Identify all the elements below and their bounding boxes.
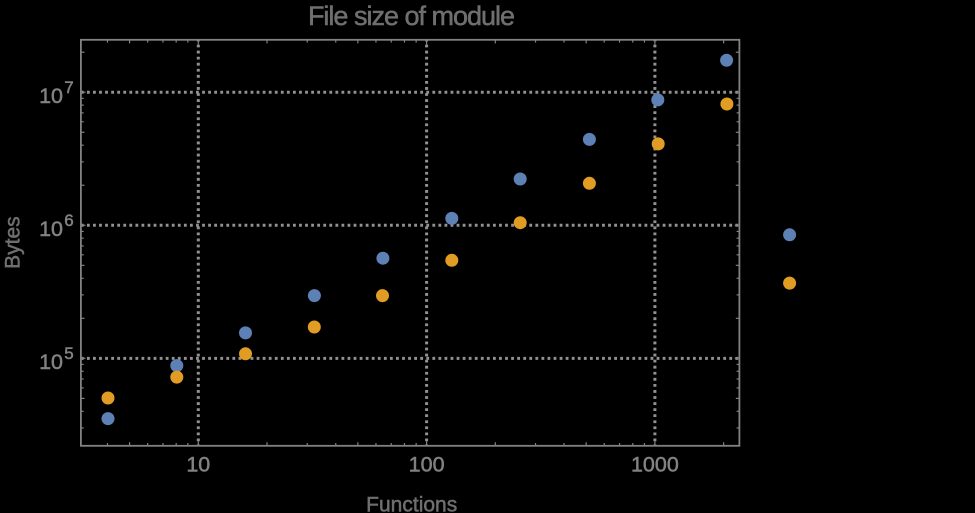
svg-text:Functions: Functions — [366, 493, 457, 513]
svg-text:1000: 1000 — [631, 452, 679, 476]
svg-text:5: 5 — [64, 344, 73, 363]
svg-text:100: 100 — [409, 452, 445, 476]
svg-text:10: 10 — [39, 217, 63, 241]
svg-text:File size of module: File size of module — [308, 1, 514, 31]
svg-text:6: 6 — [64, 211, 73, 230]
svg-text:Bytes: Bytes — [2, 216, 25, 269]
svg-text:10: 10 — [39, 350, 63, 374]
svg-text:10: 10 — [186, 452, 210, 476]
svg-text:7: 7 — [64, 78, 73, 97]
svg-text:10: 10 — [39, 84, 63, 108]
